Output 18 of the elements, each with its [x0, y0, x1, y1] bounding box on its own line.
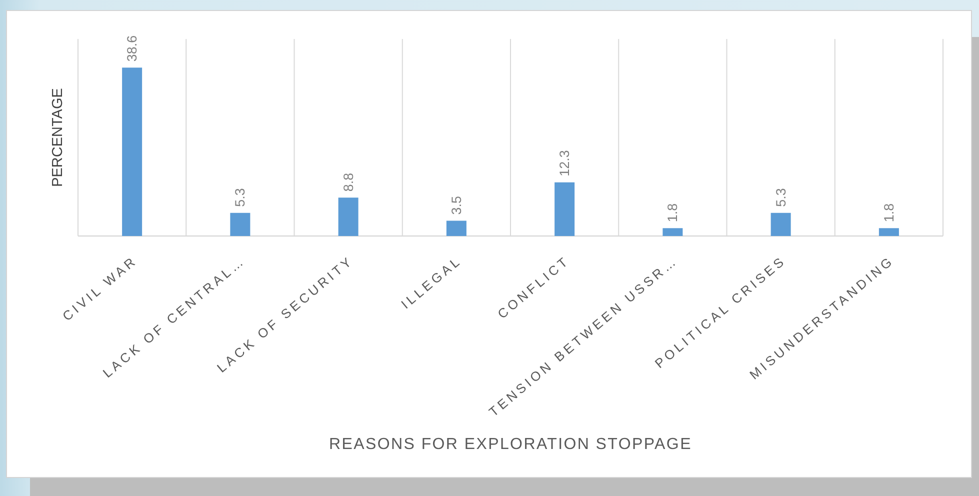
bar [338, 198, 358, 236]
data-label: 1.8 [665, 203, 680, 222]
data-label: 8.8 [340, 172, 356, 192]
data-label: 12.3 [557, 150, 572, 176]
data-label: 5.3 [232, 188, 248, 207]
bar [446, 220, 466, 236]
x-axis-title: REASONS FOR EXPLORATION STOPPAGE [329, 436, 692, 453]
y-axis-title: PERCENTAGE [50, 88, 66, 187]
bar [662, 228, 683, 236]
data-label: 5.3 [773, 188, 788, 207]
bar [770, 212, 791, 236]
data-label: 1.8 [881, 203, 896, 222]
data-label: 3.5 [448, 196, 464, 215]
bar [122, 68, 142, 236]
data-label: 38.6 [124, 35, 140, 62]
bar [230, 212, 250, 236]
bar [554, 182, 575, 236]
bar [878, 228, 899, 236]
